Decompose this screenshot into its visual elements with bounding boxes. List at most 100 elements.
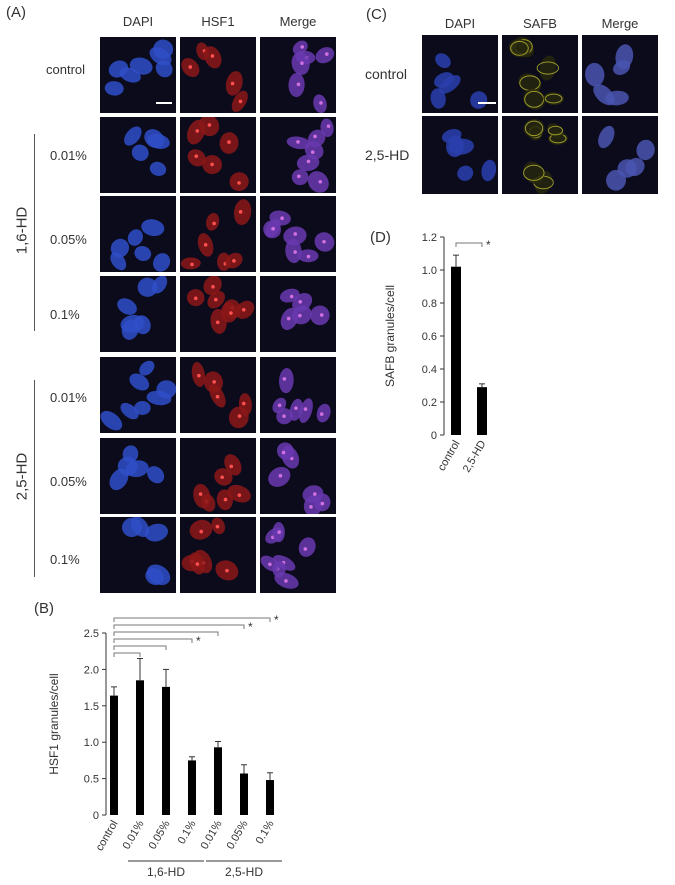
panel-b-chart: 0 0.5 1.0 1.5 2.0 2.5 HSF1 granules/cell contro… (47, 613, 282, 879)
significance-bracket (113, 638, 193, 643)
y-axis-label: SAFB granules/cell (383, 285, 397, 387)
micrograph-tile (422, 35, 498, 113)
significance-bracket (113, 645, 167, 650)
row-label-16hd-01: 0.1% (50, 307, 80, 322)
significance-bracket (113, 631, 219, 636)
significance-bracket (113, 652, 141, 657)
micrograph-tile (260, 276, 336, 352)
x-tick-label: 0.01% (199, 818, 225, 851)
micrograph-tile (180, 517, 256, 593)
bar (477, 387, 487, 435)
x-tick-label: 0.01% (121, 818, 147, 851)
row-label-25hd-01: 0.1% (50, 552, 80, 567)
micrograph-tile (180, 117, 256, 193)
micrograph-tile (180, 196, 256, 272)
panel-d-chart: 0 0.2 0.4 0.6 0.8 1.0 1.2 SAFB granules/cell con… (383, 232, 491, 475)
significance-bracket (113, 624, 245, 629)
row-label-control: control (46, 62, 86, 77)
panel-c-col-merge: Merge (601, 16, 639, 31)
bar (110, 695, 118, 815)
panel-c-label: (C) (366, 6, 387, 23)
micrograph-tile (100, 438, 176, 514)
bar (214, 747, 222, 815)
panel-a-col-dapi: DAPI (122, 14, 154, 29)
y-tick-label: 1.0 (422, 265, 437, 277)
micrograph-tile (260, 37, 336, 113)
micrograph-tile (100, 517, 176, 593)
x-tick-label: control (94, 819, 121, 854)
micrograph-tile (260, 357, 336, 433)
micrograph-tile (260, 196, 336, 272)
micrograph-tile (502, 116, 578, 194)
bar (451, 266, 461, 435)
group-label-25hd: 2,5-HD (13, 452, 31, 501)
bar (188, 760, 196, 815)
micrograph-tile (260, 517, 336, 593)
micrograph-tile (100, 117, 176, 193)
panel-c-row-25hd: 2,5-HD (365, 147, 410, 163)
micrograph-tile (502, 35, 578, 113)
micrograph-tile (100, 37, 176, 113)
significance-bracket (113, 617, 271, 622)
row-label-25hd-005: 0.05% (50, 474, 87, 489)
micrograph-tile (100, 357, 176, 433)
group-label: 1,6-HD (147, 865, 185, 879)
group-label: 2,5-HD (225, 865, 263, 879)
panel-d-label: (D) (370, 229, 391, 246)
row-label-25hd-001: 0.01% (50, 390, 87, 405)
bar (266, 780, 274, 815)
x-tick-label: 0.1% (254, 818, 277, 846)
y-axis-label: HSF1 granules/cell (47, 673, 61, 774)
micrograph-tile (100, 196, 176, 272)
y-tick-label: 1.0 (84, 737, 99, 749)
y-tick-label: 1.2 (422, 232, 437, 244)
row-label-16hd-005: 0.05% (50, 232, 87, 247)
scale-bar (478, 102, 496, 104)
x-tick-label: 0.1% (176, 818, 199, 846)
bar (136, 680, 144, 815)
y-tick-label: 0.4 (422, 364, 437, 376)
significance-star: * (274, 613, 279, 627)
y-tick-label: 1.5 (84, 701, 99, 713)
micrograph-tile (582, 35, 658, 113)
significance-bracket (455, 242, 483, 247)
group-line-16hd (34, 134, 35, 331)
micrograph-tile (180, 438, 256, 514)
micrograph-tile (180, 276, 256, 352)
micrograph-tile (180, 357, 256, 433)
micrograph-tile (100, 276, 176, 352)
micrograph-tile (260, 117, 336, 193)
y-tick-label: 0.5 (84, 774, 99, 786)
significance-star: * (248, 620, 253, 634)
significance-star: * (196, 634, 201, 648)
scale-bar (156, 102, 172, 104)
micrograph-tile (582, 116, 658, 194)
panel-a-label: (A) (6, 4, 26, 21)
y-tick-label: 0.6 (422, 331, 437, 343)
x-tick-label: 0.05% (147, 818, 173, 851)
y-tick-label: 2.0 (84, 664, 99, 676)
micrograph-tile (180, 37, 256, 113)
micrograph-tile (422, 116, 498, 194)
y-tick-label: 0.8 (422, 298, 437, 310)
y-tick-label: 0 (93, 810, 99, 822)
bar (162, 686, 170, 815)
y-tick-label: 0 (431, 430, 437, 442)
y-tick-label: 0.2 (422, 397, 437, 409)
panel-c-row-control: control (365, 66, 408, 82)
panel-c-col-safb: SAFB (523, 16, 557, 31)
panel-a-col-hsf1: HSF1 (201, 14, 235, 29)
significance-star: * (486, 238, 491, 252)
panel-b-label: (B) (34, 600, 54, 617)
x-tick-label: control (436, 439, 463, 474)
group-line-25hd (34, 380, 35, 577)
panel-a-col-merge: Merge (279, 14, 317, 29)
x-tick-label: 0.05% (225, 818, 251, 851)
micrograph-tile (260, 438, 336, 514)
panel-c-col-dapi: DAPI (444, 16, 476, 31)
y-tick-label: 2.5 (84, 628, 99, 640)
x-tick-label: 2,5-HD (461, 438, 489, 474)
group-label-16hd: 1,6-HD (13, 206, 31, 255)
bar (240, 773, 248, 815)
row-label-16hd-001: 0.01% (50, 148, 87, 163)
